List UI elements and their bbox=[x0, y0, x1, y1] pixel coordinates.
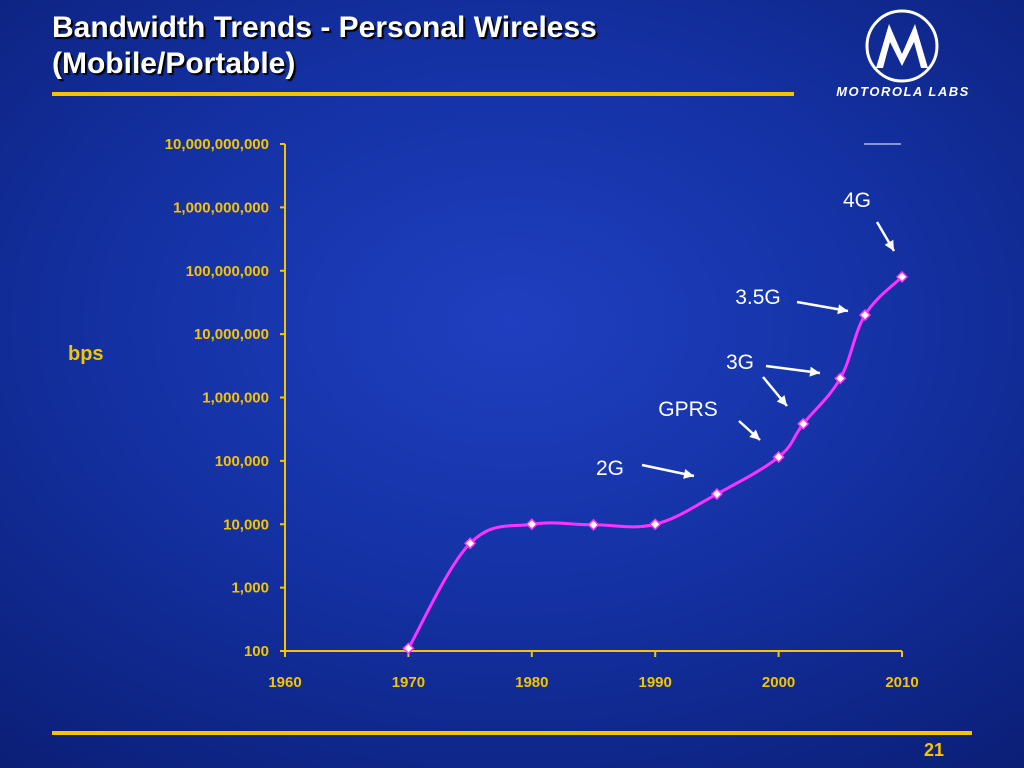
annotation-arrow-head bbox=[837, 304, 848, 315]
data-point bbox=[649, 518, 662, 531]
data-point bbox=[464, 537, 477, 550]
y-tick-label: 1,000 bbox=[231, 580, 269, 597]
page-number: 21 bbox=[923, 740, 944, 760]
x-tick-label: 1970 bbox=[392, 674, 425, 691]
data-point bbox=[858, 308, 872, 322]
y-tick-label: 100,000 bbox=[215, 453, 269, 470]
y-tick-label: 100 bbox=[244, 643, 269, 660]
annotation-label: 3G bbox=[726, 351, 754, 374]
slide-title-line-1: Bandwidth Trends - Personal Wireless bbox=[52, 11, 597, 44]
annotation-arrow-head bbox=[683, 469, 694, 479]
footer-rule bbox=[52, 731, 972, 735]
slide-title-line-2: (Mobile/Portable) bbox=[52, 47, 296, 80]
x-tick-label: 1960 bbox=[268, 674, 301, 691]
annotation-arrow-head bbox=[809, 366, 820, 377]
data-point bbox=[525, 518, 538, 531]
logo-wordmark: MOTOROLA LABS bbox=[836, 84, 970, 99]
slide-title: Bandwidth Trends - Personal Wireless (Mo… bbox=[52, 10, 597, 82]
x-tick-label: 2010 bbox=[885, 674, 918, 691]
y-tick-label: 1,000,000 bbox=[202, 390, 269, 407]
annotation-arrow-head bbox=[749, 429, 760, 440]
y-tick-label: 100,000,000 bbox=[186, 263, 269, 280]
y-axis-label: bps bbox=[68, 343, 104, 365]
data-point bbox=[587, 518, 600, 531]
y-tick-label: 10,000,000,000 bbox=[165, 136, 269, 153]
data-point bbox=[834, 372, 847, 385]
y-tick-label: 10,000,000 bbox=[194, 326, 269, 343]
y-tick-label: 1,000,000,000 bbox=[173, 199, 269, 216]
data-point bbox=[772, 450, 785, 464]
y-tick-label: 10,000 bbox=[223, 516, 269, 533]
data-point bbox=[710, 487, 723, 501]
annotation-label: 4G bbox=[843, 189, 871, 212]
title-underline bbox=[52, 92, 794, 96]
motorola-logo-icon bbox=[865, 9, 939, 83]
x-tick-label: 1990 bbox=[639, 674, 672, 691]
x-tick-label: 2000 bbox=[762, 674, 795, 691]
annotation-arrow-head bbox=[776, 395, 787, 406]
annotation-arrow-head bbox=[884, 239, 894, 251]
data-point bbox=[402, 642, 415, 655]
data-point bbox=[797, 417, 810, 430]
annotation-label: 2G bbox=[596, 457, 624, 480]
data-point bbox=[895, 270, 909, 283]
annotation-label: GPRS bbox=[658, 398, 718, 421]
annotation-label: 3.5G bbox=[735, 286, 781, 309]
x-tick-label: 1980 bbox=[515, 674, 548, 691]
series-line bbox=[407, 275, 904, 650]
